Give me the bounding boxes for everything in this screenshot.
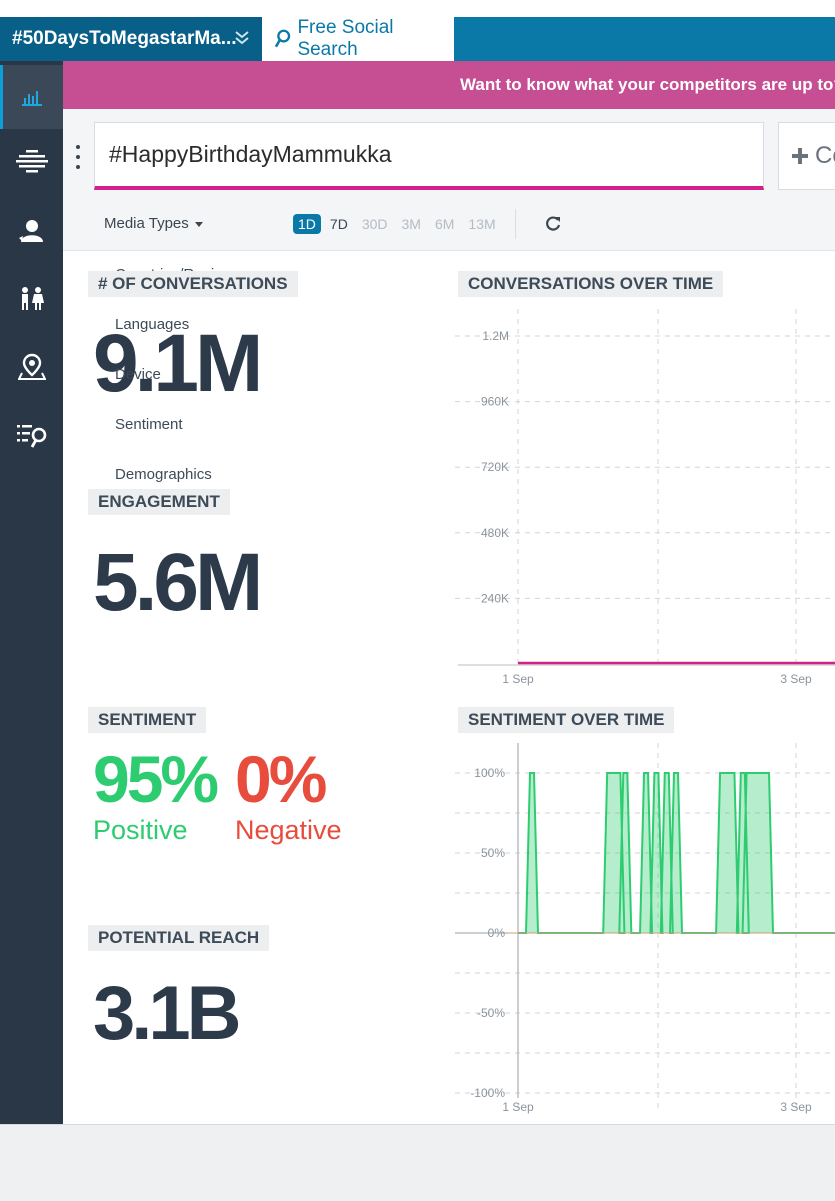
sentiment-chart-title: SENTIMENT OVER TIME [458,707,675,733]
negative-label: Negative [235,815,342,845]
negative-percent: 0% [235,742,327,816]
range-13m[interactable]: 13M [468,216,496,232]
y-tick-label: 100% [474,766,505,780]
dropdown-item-demographics[interactable]: Demographics [115,466,212,483]
sidebar-item-location[interactable] [0,335,63,399]
sidebar-item-demographics[interactable] [0,267,63,331]
y-tick-label: -50% [477,1006,505,1020]
y-tick-label: -100% [470,1086,505,1100]
sentiment-over-time-chart: 100% 50% 0% -50% -100%1 Sep 3 Sep [455,743,835,1114]
tab-free-social-search[interactable]: Free Social Search [262,17,454,61]
dropdown-item-sentiment[interactable]: Sentiment [115,416,183,433]
positive-label: Positive [93,815,188,845]
y-tick-label: 720K [481,460,509,474]
sentiment-area [518,773,835,933]
positive-percent: 95% [93,742,219,816]
dropdown-item-languages[interactable]: Languages [115,316,190,333]
user-icon [18,220,43,242]
divider [515,209,516,239]
compare-label: Co [815,142,835,169]
dropdown-item-device[interactable]: Device [115,366,161,383]
bar-chart-icon [21,91,42,106]
sidebar-item-analytics[interactable] [0,65,63,129]
x-tick-label: 1 Sep [502,672,534,686]
tab-bar: #50DaysToMegastarMa... Free Social Searc… [0,17,835,61]
tab-hashtag[interactable]: #50DaysToMegastarMa... [0,17,262,61]
range-7d[interactable]: 7D [329,216,348,232]
y-tick-label: 1.2M [482,329,509,343]
chevron-down-icon[interactable] [233,27,251,47]
x-tick-label: 3 Sep [780,1100,812,1114]
search-list-icon [16,425,46,448]
sidebar [0,61,63,1124]
conversations-over-time-chart: 1.2M 960K 720K 480K 240K 1 Sep 3 Sep [455,309,835,686]
reach-label: POTENTIAL REACH [88,925,270,951]
search-icon [274,29,291,48]
range-3m[interactable]: 3M [401,216,421,232]
sidebar-item-streams[interactable] [0,129,63,193]
search-area: Co Media Types 1D 7D 30D 3M 6M 13M [63,109,835,251]
tab-hashtag-label: #50DaysToMegastarMa... [12,28,237,49]
compare-button[interactable]: Co [778,122,835,190]
sidebar-item-search[interactable] [0,403,63,467]
sidebar-item-influencers[interactable] [0,199,63,263]
range-1d[interactable]: 1D [293,214,321,234]
more-options-icon[interactable] [75,145,81,171]
people-icon [21,287,44,310]
x-tick-label: 3 Sep [780,672,812,686]
range-30d[interactable]: 30D [361,216,388,232]
range-6m[interactable]: 6M [434,216,455,232]
hamburger-grid-icon [15,150,48,173]
y-tick-label: 480K [481,526,509,540]
tab-free-label: Free Social Search [297,17,394,60]
conversations-value: 9.1M [93,318,263,409]
media-types-dropdown[interactable]: Media Types [104,215,203,232]
banner-text: Want to know what your competitors are u… [460,75,835,94]
promo-banner[interactable]: Want to know what your competitors are u… [63,61,835,109]
x-tick-label: 1 Sep [502,1100,534,1114]
engagement-label: ENGAGEMENT [88,489,230,515]
conversations-chart-title: CONVERSATIONS OVER TIME [458,271,724,297]
y-tick-label: 960K [481,395,509,409]
y-tick-label: 50% [481,846,505,860]
plus-icon [792,148,808,164]
engagement-value: 5.6M [93,537,263,628]
sentiment-label: SENTIMENT [88,707,207,733]
conversations-label: # OF CONVERSATIONS [88,271,298,297]
top-strip [0,0,835,17]
y-tick-label: 240K [481,591,509,605]
y-tick-label: 0% [488,926,506,940]
time-range-selector: 1D 7D 30D 3M 6M 13M [293,214,505,234]
main-content: Co Media Types 1D 7D 30D 3M 6M 13M Count… [63,109,835,1124]
reach-value: 3.1B [93,971,242,1056]
map-pin-icon [17,353,46,380]
refresh-icon[interactable] [544,215,562,233]
search-input[interactable] [94,122,764,190]
bottom-area [0,1124,835,1201]
